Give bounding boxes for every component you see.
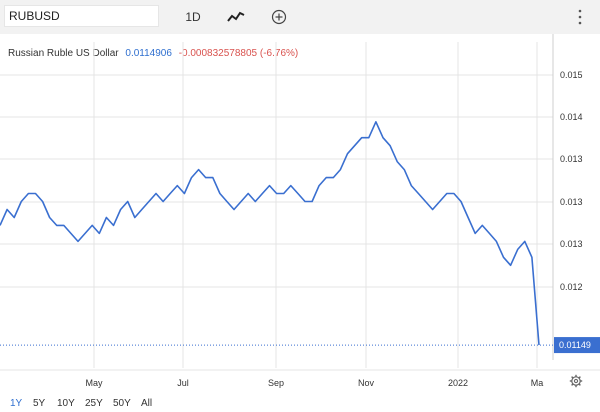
last-value-label: 0.01149 — [559, 340, 591, 350]
interval-button[interactable]: 1D — [185, 10, 201, 24]
range-50y[interactable]: 50Y — [113, 398, 131, 409]
y-tick-label: 0.012 — [560, 282, 583, 292]
gear-icon[interactable] — [569, 374, 583, 388]
range-selector: 1Y 5Y 10Y 25Y 50Y All — [0, 394, 600, 412]
series-line — [0, 121, 540, 346]
price-chart[interactable]: 0.015 0.014 0.013 0.013 0.013 0.012 0.01149 May… — [0, 34, 600, 394]
chart-legend: Russian Ruble US Dollar 0.0114906 -0.000… — [8, 48, 298, 59]
y-tick-label: 0.013 — [560, 197, 583, 207]
plus-circle-icon[interactable] — [268, 6, 290, 28]
range-10y[interactable]: 10Y — [57, 398, 75, 409]
x-tick-label: Nov — [358, 378, 375, 388]
y-tick-label: 0.015 — [560, 70, 583, 80]
legend-last-price: 0.0114906 — [125, 48, 172, 59]
symbol-input[interactable]: RUBUSD — [4, 5, 159, 27]
range-all[interactable]: All — [141, 398, 153, 409]
x-tick-label: 2022 — [448, 378, 468, 388]
x-tick-label: Ma — [531, 378, 544, 388]
x-tick-label: May — [85, 378, 103, 388]
range-5y[interactable]: 5Y — [33, 398, 46, 409]
legend-instrument-name: Russian Ruble US Dollar — [8, 48, 119, 59]
last-value-tag — [554, 337, 600, 354]
legend-change: -0.000832578805 (-6.76%) — [178, 48, 299, 59]
line-chart-icon[interactable] — [224, 6, 248, 28]
range-1y[interactable]: 1Y — [10, 398, 23, 409]
y-tick-label: 0.014 — [560, 112, 583, 122]
x-tick-label: Sep — [268, 378, 284, 388]
vertical-dots-icon[interactable] — [572, 6, 588, 28]
chart-toolbar: RUBUSD 1D — [0, 0, 600, 34]
x-tick-label: Jul — [177, 378, 189, 388]
range-25y[interactable]: 25Y — [85, 398, 103, 409]
y-tick-label: 0.013 — [560, 154, 583, 164]
y-tick-label: 0.013 — [560, 239, 583, 249]
